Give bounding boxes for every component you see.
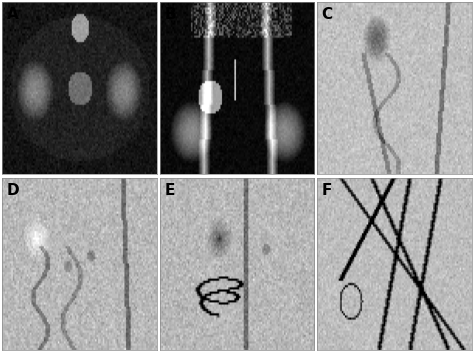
- Text: B: B: [164, 7, 176, 22]
- Text: D: D: [7, 183, 19, 198]
- Text: F: F: [321, 183, 332, 198]
- Text: A: A: [7, 7, 19, 22]
- Text: E: E: [164, 183, 174, 198]
- Text: C: C: [321, 7, 333, 22]
